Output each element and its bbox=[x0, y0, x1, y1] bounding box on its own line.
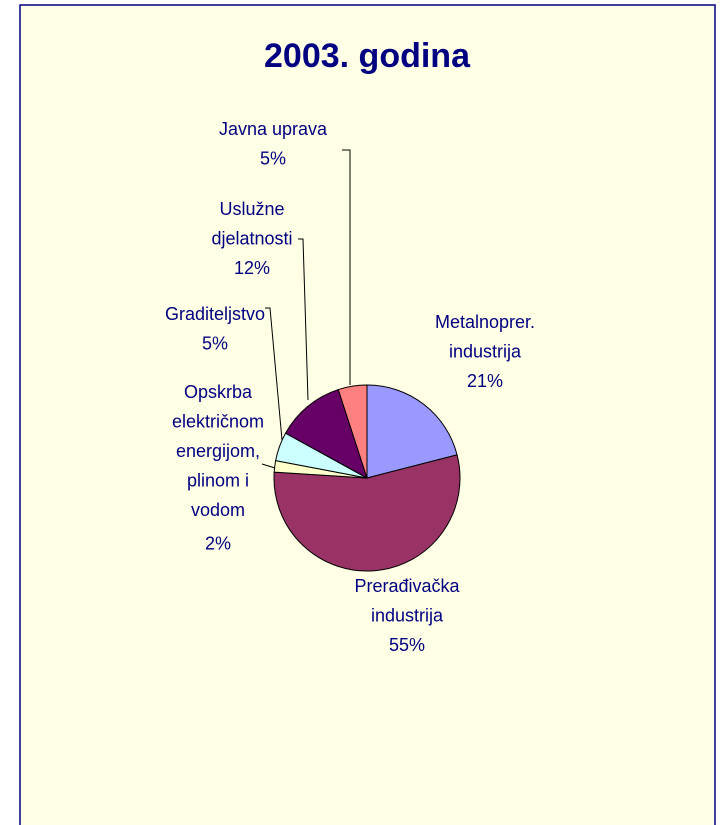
category-label: Opskrba električnom energijom, plinom i vodo… bbox=[172, 382, 264, 520]
category-label: Metalnoprer. industrija bbox=[435, 312, 535, 362]
value-label: 12% bbox=[234, 258, 270, 278]
pie-slice bbox=[366, 384, 458, 479]
category-label: Javna uprava bbox=[219, 119, 328, 139]
leader-line bbox=[298, 238, 309, 401]
value-label: 2% bbox=[205, 533, 231, 553]
category-label: Graditeljstvo bbox=[165, 304, 265, 324]
category-label: Prerađivačka industrija bbox=[354, 576, 460, 626]
leader-line bbox=[342, 149, 351, 385]
pie-slice bbox=[284, 388, 368, 480]
value-label: 5% bbox=[260, 148, 286, 168]
value-label: 21% bbox=[467, 371, 503, 391]
leader-line bbox=[265, 307, 283, 441]
pie-slice bbox=[273, 454, 461, 572]
leader-line bbox=[261, 463, 276, 469]
category-label: Uslužne djelatnosti bbox=[211, 199, 292, 249]
value-label: 55% bbox=[389, 635, 425, 655]
pie-slice bbox=[337, 384, 368, 479]
chart-title: 2003. godina bbox=[264, 37, 471, 75]
value-label: 5% bbox=[202, 333, 228, 353]
